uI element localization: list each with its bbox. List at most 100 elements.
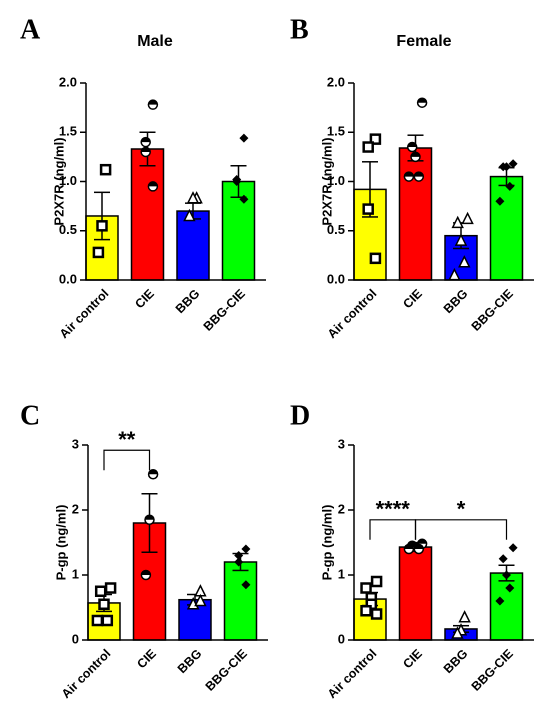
data-point-half xyxy=(417,539,427,544)
data-point xyxy=(369,252,382,265)
data-point xyxy=(91,614,104,627)
y-tick-label: 2.0 xyxy=(59,74,77,89)
data-point xyxy=(96,220,108,232)
x-tick-label: Air control xyxy=(325,647,380,702)
x-tick-label: BBG-CIE xyxy=(203,647,250,694)
panel-label: A xyxy=(20,14,41,45)
y-tick-label: 1.5 xyxy=(59,124,77,139)
bar xyxy=(176,210,210,281)
data-point xyxy=(360,582,372,594)
x-tick-label: BBG-CIE xyxy=(201,287,248,334)
significance-label: ** xyxy=(118,427,136,452)
data-point xyxy=(239,133,249,143)
data-point xyxy=(454,233,468,246)
data-point-half xyxy=(417,98,427,103)
x-tick-label: CIE xyxy=(400,647,425,672)
y-tick-label: 2 xyxy=(72,501,79,516)
x-tick-label: BBG xyxy=(441,287,471,317)
data-point xyxy=(194,593,207,607)
x-tick-label: Air control xyxy=(57,287,112,342)
significance-bracket xyxy=(103,449,151,471)
y-tick-label: 0.5 xyxy=(59,222,77,237)
data-point-half xyxy=(414,544,424,549)
data-point xyxy=(241,544,251,554)
data-point-half xyxy=(404,172,414,177)
y-axis-label: P-gp (ng/ml) xyxy=(319,505,334,581)
data-point xyxy=(239,194,249,204)
data-point xyxy=(451,215,464,229)
data-point xyxy=(498,554,508,564)
y-tick-label: 0.5 xyxy=(327,222,345,237)
y-tick-label: 2.0 xyxy=(327,74,345,89)
data-point xyxy=(458,610,471,623)
y-tick-label: 0.0 xyxy=(59,271,77,286)
data-point xyxy=(458,255,471,268)
data-point-half xyxy=(148,469,158,475)
data-point xyxy=(183,208,196,222)
data-point xyxy=(94,585,107,597)
x-tick-label: Air control xyxy=(59,647,114,702)
data-point xyxy=(461,211,474,225)
bar xyxy=(398,546,433,641)
data-point-half xyxy=(145,515,154,520)
y-tick-label: 0.0 xyxy=(327,271,345,286)
data-point xyxy=(98,598,110,610)
panel-label: B xyxy=(290,14,309,45)
bar xyxy=(178,598,212,641)
y-tick-label: 3 xyxy=(338,436,345,451)
significance-bracket xyxy=(414,519,508,540)
data-point xyxy=(508,543,518,553)
data-point-half xyxy=(141,570,151,575)
data-point xyxy=(495,196,505,206)
data-point-half xyxy=(141,137,151,143)
y-tick-label: 1.5 xyxy=(327,124,345,139)
x-tick-label: BBG xyxy=(173,287,203,317)
y-tick-label: 0 xyxy=(72,631,79,646)
data-point xyxy=(495,596,505,606)
data-point xyxy=(362,141,374,153)
data-point xyxy=(362,203,374,215)
significance-bracket xyxy=(369,519,417,540)
y-tick-label: 1.0 xyxy=(327,173,345,188)
data-point xyxy=(232,177,242,186)
data-point xyxy=(241,580,251,590)
y-axis-label: P2X7R (ng/ml) xyxy=(319,137,334,225)
x-tick-label: BBG-CIE xyxy=(469,647,516,694)
data-point xyxy=(234,551,244,560)
data-point xyxy=(369,133,382,145)
data-point-half xyxy=(148,100,158,105)
data-point xyxy=(451,626,464,639)
y-tick-label: 2 xyxy=(338,501,345,516)
y-tick-label: 3 xyxy=(72,436,79,451)
y-tick-label: 1.0 xyxy=(59,173,77,188)
data-point-half xyxy=(404,544,414,549)
significance-label: **** xyxy=(376,497,411,522)
data-point-half xyxy=(407,142,417,148)
data-point xyxy=(370,575,383,588)
y-tick-label: 1 xyxy=(338,566,345,581)
data-point xyxy=(505,583,515,593)
data-point-half xyxy=(411,152,420,157)
x-tick-label: CIE xyxy=(400,287,425,312)
y-tick-label: 1 xyxy=(72,566,79,581)
panel-label: C xyxy=(20,400,40,431)
bar xyxy=(130,148,165,281)
data-point-half xyxy=(414,172,424,177)
data-point-half xyxy=(148,181,158,187)
data-point xyxy=(104,582,117,594)
x-tick-label: CIE xyxy=(132,287,157,312)
data-point xyxy=(505,181,515,191)
bar xyxy=(489,572,524,641)
y-axis-label: P2X7R (ng/ml) xyxy=(51,137,66,225)
bar xyxy=(489,175,524,281)
y-axis-label: P-gp (ng/ml) xyxy=(53,505,68,581)
data-point xyxy=(186,191,200,204)
data-point xyxy=(92,246,105,259)
panel-label: D xyxy=(290,400,310,431)
bar xyxy=(223,561,258,641)
x-tick-label: BBG-CIE xyxy=(469,287,516,334)
data-point xyxy=(101,614,114,627)
data-point xyxy=(508,159,518,169)
x-tick-label: BBG xyxy=(441,647,471,677)
